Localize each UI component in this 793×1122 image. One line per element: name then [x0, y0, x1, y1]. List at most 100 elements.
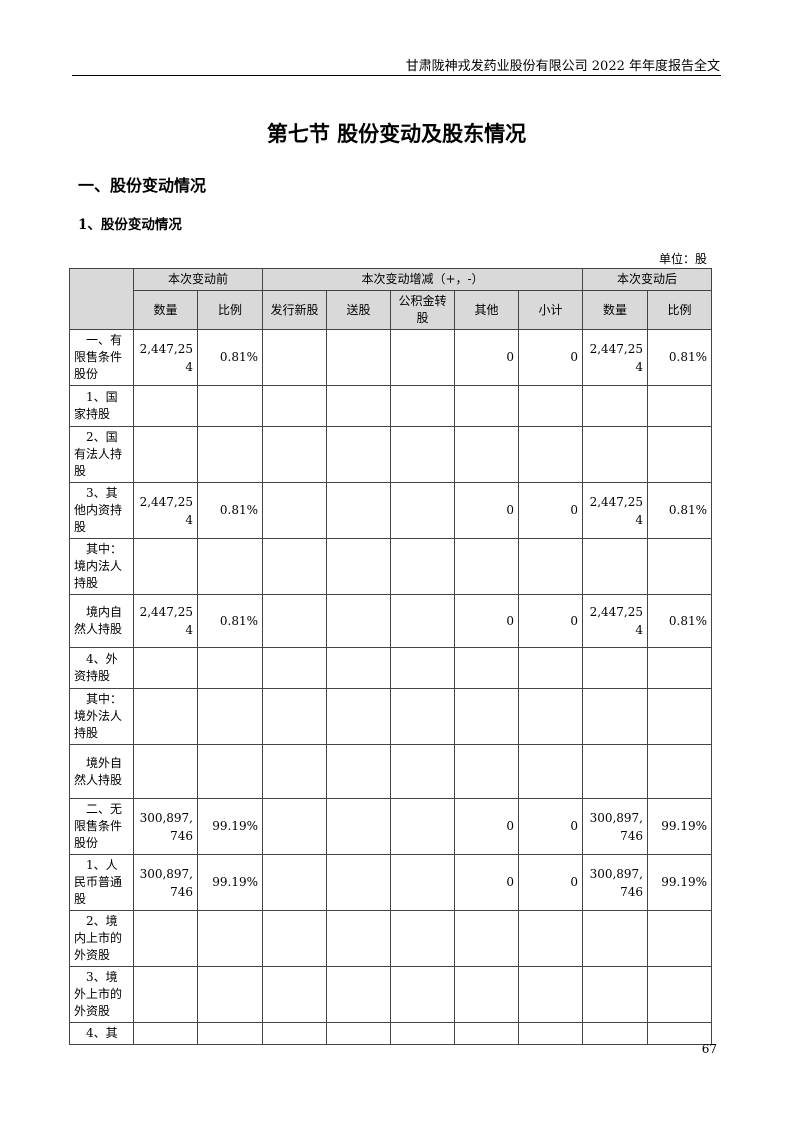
table-cell: 2,447,254 — [133, 594, 198, 648]
table-cell — [197, 744, 263, 799]
table-cell: 0 — [454, 329, 519, 386]
table-cell: 99.19% — [647, 798, 712, 855]
table-cell — [582, 688, 648, 745]
table-cell — [518, 744, 583, 799]
heading-2: 1、股份变动情况 — [78, 217, 182, 233]
table-cell — [326, 482, 391, 539]
table-cell — [390, 688, 455, 745]
group-header: 本次变动前 — [133, 268, 263, 291]
table-cell: 0 — [454, 594, 519, 648]
table-cell: 0.81% — [197, 482, 263, 539]
table-cell — [326, 910, 391, 967]
table-cell — [582, 426, 648, 483]
table-cell — [197, 426, 263, 483]
table-cell — [326, 1022, 391, 1045]
table-cell: 2,447,254 — [582, 329, 648, 386]
table-cell: 0 — [518, 482, 583, 539]
section-title: 第七节 股份变动及股东情况 — [266, 121, 527, 146]
table-cell — [133, 426, 198, 483]
table-row: 3、其他内资持股 2,447,254 0.81% 0 0 2,447,254 0.81% — [69, 482, 712, 539]
table-cell — [326, 647, 391, 689]
table-cell — [390, 798, 455, 855]
table-cell — [454, 538, 519, 595]
share-change-table: 本次变动前 本次变动增减（+，-） 本次变动后 数量 比例 发行新股 送股 公积金转股其… — [69, 268, 712, 1045]
table-cell — [518, 1022, 583, 1045]
table-cell — [197, 688, 263, 745]
table-cell — [133, 744, 198, 799]
table-cell — [133, 966, 198, 1023]
table-cell — [133, 385, 198, 427]
table-cell — [647, 688, 712, 745]
table-cell: 0.81% — [647, 594, 712, 648]
table-cell — [518, 966, 583, 1023]
table-cell: 300,897,746 — [582, 798, 648, 855]
table-row: 一、有限售条件股份 2,447,254 0.81% 0 0 2,447,254 0.81% — [69, 329, 712, 386]
table-cell — [262, 854, 327, 911]
row-label: 4、外资持股 — [69, 647, 134, 689]
table-cell — [390, 426, 455, 483]
table-cell — [518, 385, 583, 427]
table-cell — [647, 1022, 712, 1045]
column-header: 其他 — [454, 290, 519, 330]
table-cell — [454, 426, 519, 483]
table-cell — [326, 426, 391, 483]
table-cell: 0.81% — [647, 482, 712, 539]
table-cell — [647, 385, 712, 427]
table-cell: 300,897,746 — [133, 798, 198, 855]
table-cell: 300,897,746 — [582, 854, 648, 911]
heading-1: 一、股份变动情况 — [78, 176, 207, 195]
table-row: 二、无限售条件股份 300,897,746 99.19% 0 0 300,897,746 9… — [69, 798, 712, 855]
table-cell — [582, 538, 648, 595]
table-cell — [197, 385, 263, 427]
table-cell: 0.81% — [647, 329, 712, 386]
table-cell — [390, 744, 455, 799]
table-cell — [518, 538, 583, 595]
row-label: 其中：境内法人持股 — [69, 538, 134, 595]
table-cell — [454, 744, 519, 799]
table-cell — [390, 385, 455, 427]
table-cell — [133, 538, 198, 595]
table-cell — [390, 966, 455, 1023]
table-cell — [326, 329, 391, 386]
table-cell — [390, 910, 455, 967]
table-cell — [197, 647, 263, 689]
table-cell — [262, 482, 327, 539]
table-cell — [133, 910, 198, 967]
row-label: 其中：境外法人持股 — [69, 688, 134, 745]
table-cell — [262, 688, 327, 745]
table-cell — [390, 854, 455, 911]
row-label: 境内自然人持股 — [69, 594, 134, 648]
table-cell: 99.19% — [197, 798, 263, 855]
table-row: 境外自然人持股 — [69, 744, 712, 799]
column-header: 送股 — [326, 290, 391, 330]
row-label: 4、其 — [69, 1022, 134, 1045]
table-cell — [197, 910, 263, 967]
table-cell: 2,447,254 — [133, 329, 198, 386]
table-cell — [197, 966, 263, 1023]
table-cell — [326, 966, 391, 1023]
table-cell — [518, 426, 583, 483]
table-row: 1、人民币普通股 300,897,746 99.19% 0 0 300,897,746 99… — [69, 854, 712, 911]
table-cell: 2,447,254 — [582, 594, 648, 648]
table-cell: 0 — [454, 854, 519, 911]
table-cell — [326, 385, 391, 427]
table-cell — [390, 647, 455, 689]
row-label: 二、无限售条件股份 — [69, 798, 134, 855]
table-cell: 2,447,254 — [133, 482, 198, 539]
table-cell — [326, 744, 391, 799]
table-cell — [647, 744, 712, 799]
table-cell — [133, 647, 198, 689]
table-cell — [454, 385, 519, 427]
table-cell — [326, 798, 391, 855]
table-cell: 0 — [518, 594, 583, 648]
table-cell — [390, 329, 455, 386]
table-cell — [518, 910, 583, 967]
column-header: 比例 — [197, 290, 263, 330]
table-cell — [262, 744, 327, 799]
table-cell — [262, 385, 327, 427]
column-header: 数量 — [582, 290, 648, 330]
row-label: 3、其他内资持股 — [69, 482, 134, 539]
table-row: 4、其 — [69, 1022, 712, 1045]
column-header: 发行新股 — [262, 290, 327, 330]
column-header: 数量 — [133, 290, 198, 330]
